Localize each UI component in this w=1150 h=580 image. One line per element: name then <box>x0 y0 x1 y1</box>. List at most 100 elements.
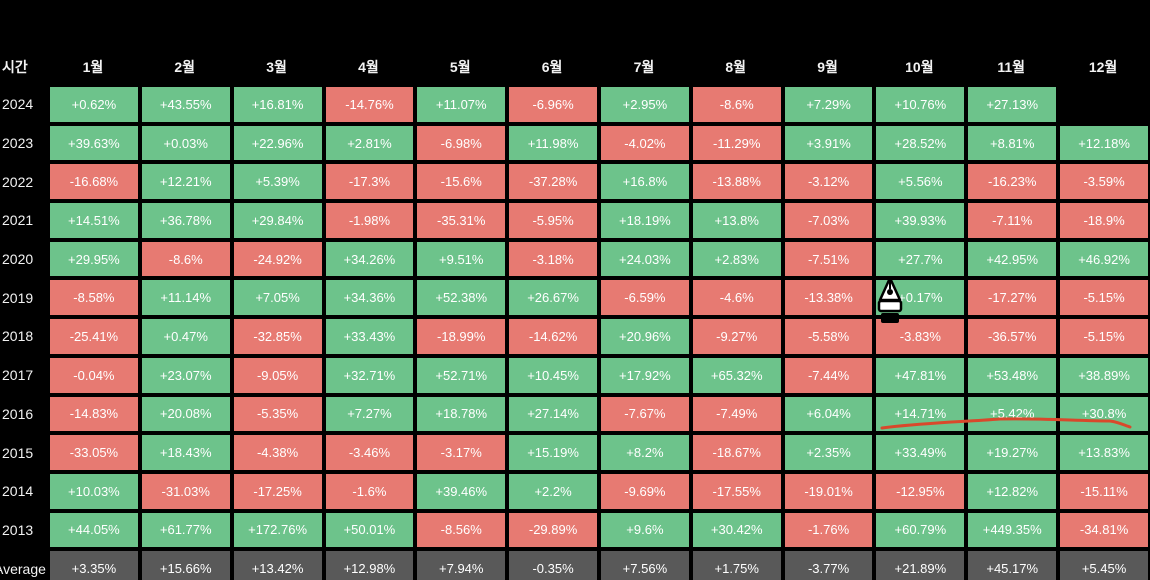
return-cell: +17.92% <box>598 355 691 395</box>
return-cell: -3.12% <box>782 162 875 202</box>
return-cell: -6.96% <box>507 85 599 124</box>
return-cell: +8.81% <box>966 123 1059 163</box>
return-cell: -35.31% <box>415 201 508 240</box>
return-cell: -29.89% <box>507 510 599 550</box>
return-cell: -5.95% <box>507 201 599 240</box>
return-cell: +2.2% <box>507 471 599 511</box>
return-cell: +34.26% <box>323 239 416 279</box>
year-label: 2015 <box>2 444 34 461</box>
return-cell: +5.42% <box>966 394 1059 434</box>
return-cell: +5.39% <box>231 162 324 202</box>
return-cell: +0.03% <box>139 123 232 163</box>
return-cell: -5.35% <box>231 394 324 434</box>
return-cell: -1.98% <box>323 201 416 240</box>
month-header: 6월 <box>507 49 599 85</box>
return-cell: -3.59% <box>1058 162 1150 202</box>
year-row: 2013 +44.05% +61.77% +172.76% +50.01% -8.56% -… <box>0 510 1150 550</box>
return-cell: -6.59% <box>598 278 691 318</box>
return-cell: +44.05% <box>47 510 140 550</box>
return-cell: +6.04% <box>782 394 875 434</box>
return-cell: +2.83% <box>690 239 783 279</box>
return-cell: +0.17% <box>874 278 967 318</box>
year-label: 2021 <box>2 212 34 229</box>
return-cell: -8.56% <box>415 510 508 550</box>
return-cell: -9.05% <box>231 355 324 395</box>
return-cell: +14.71% <box>874 394 967 434</box>
average-cell: +7.56% <box>598 549 691 580</box>
return-cell: -18.67% <box>690 433 783 472</box>
average-label: Average <box>0 560 46 577</box>
return-cell: +30.42% <box>690 510 783 550</box>
return-cell: +7.27% <box>323 394 416 434</box>
return-cell: +11.07% <box>415 85 508 124</box>
return-cell: +39.46% <box>415 471 508 511</box>
average-row: Average+3.35%+15.66%+13.42%+12.98%+7.94%… <box>0 549 1150 580</box>
year-row: 2020 +29.95% -8.6% -24.92% +34.26% +9.51% -3.1… <box>0 239 1150 279</box>
return-cell: -0.04% <box>47 355 140 395</box>
return-cell: -24.92% <box>231 239 324 279</box>
return-cell: -7.03% <box>782 201 875 240</box>
return-cell: -3.18% <box>507 239 599 279</box>
return-cell: +7.05% <box>231 278 324 318</box>
return-cell: +26.67% <box>507 278 599 318</box>
table-body: 2024 +0.62% +43.55% +16.81% -14.76% +11.07% -6… <box>0 85 1150 580</box>
month-header: 1월 <box>48 49 140 85</box>
return-cell: +8.2% <box>598 433 691 472</box>
return-cell: -16.68% <box>47 162 140 202</box>
return-cell: +65.32% <box>690 355 783 395</box>
average-cell: +7.94% <box>415 549 508 580</box>
return-cell: +33.49% <box>874 433 967 472</box>
year-row: 2024 +0.62% +43.55% +16.81% -14.76% +11.07% -6… <box>0 85 1150 124</box>
return-cell: -15.11% <box>1058 471 1150 511</box>
return-cell: +16.8% <box>598 162 691 202</box>
return-cell: +43.55% <box>139 85 232 124</box>
month-header: 3월 <box>232 49 324 85</box>
year-row: 2016 -14.83% +20.08% -5.35% +7.27% +18.78% +27… <box>0 394 1150 434</box>
return-cell: +39.63% <box>47 123 140 163</box>
return-cell: -9.69% <box>598 471 691 511</box>
return-cell: +12.82% <box>966 471 1059 511</box>
return-cell: +10.45% <box>507 355 599 395</box>
year-label: 2024 <box>2 96 34 113</box>
return-cell: +10.03% <box>47 471 140 511</box>
return-cell: +14.51% <box>47 201 140 240</box>
return-cell: +27.14% <box>507 394 599 434</box>
return-cell: -7.49% <box>690 394 783 434</box>
year-label: 2020 <box>2 251 34 268</box>
return-cell: +24.03% <box>598 239 691 279</box>
year-row: 2017 -0.04% +23.07% -9.05% +32.71% +52.71% +10… <box>0 355 1150 395</box>
year-label: 2014 <box>2 483 34 500</box>
return-cell: -18.9% <box>1058 201 1150 240</box>
return-cell: -14.76% <box>323 85 416 124</box>
return-cell: +11.98% <box>507 123 599 163</box>
return-cell: -3.17% <box>415 433 508 472</box>
average-cell: +5.45% <box>1058 549 1150 580</box>
return-cell: +13.83% <box>1058 433 1150 472</box>
average-cell: -3.77% <box>782 549 875 580</box>
year-label: 2017 <box>2 367 34 384</box>
return-cell: +16.81% <box>231 85 324 124</box>
return-cell: -1.6% <box>323 471 416 511</box>
return-cell: +20.08% <box>139 394 232 434</box>
return-cell: -14.62% <box>507 317 599 356</box>
return-cell: -7.44% <box>782 355 875 395</box>
return-cell: -37.28% <box>507 162 599 202</box>
return-cell: +11.14% <box>139 278 232 318</box>
average-cell: +1.75% <box>690 549 783 580</box>
month-header: 8월 <box>691 49 783 85</box>
return-cell: +2.35% <box>782 433 875 472</box>
return-cell: -4.02% <box>598 123 691 163</box>
return-cell: -17.25% <box>231 471 324 511</box>
return-cell: -17.55% <box>690 471 783 511</box>
return-cell: -3.46% <box>323 433 416 472</box>
return-cell: +172.76% <box>231 510 324 550</box>
return-cell: -8.58% <box>47 278 140 318</box>
year-row: 2015 -33.05% +18.43% -4.38% -3.46% -3.17% +15.… <box>0 433 1150 472</box>
return-cell: -34.81% <box>1058 510 1150 550</box>
average-cell: +45.17% <box>966 549 1059 580</box>
return-cell: +34.36% <box>323 278 416 318</box>
return-cell: -14.83% <box>47 394 140 434</box>
average-cell: +3.35% <box>47 549 140 580</box>
return-cell: +2.95% <box>598 85 691 124</box>
return-cell: +23.07% <box>139 355 232 395</box>
